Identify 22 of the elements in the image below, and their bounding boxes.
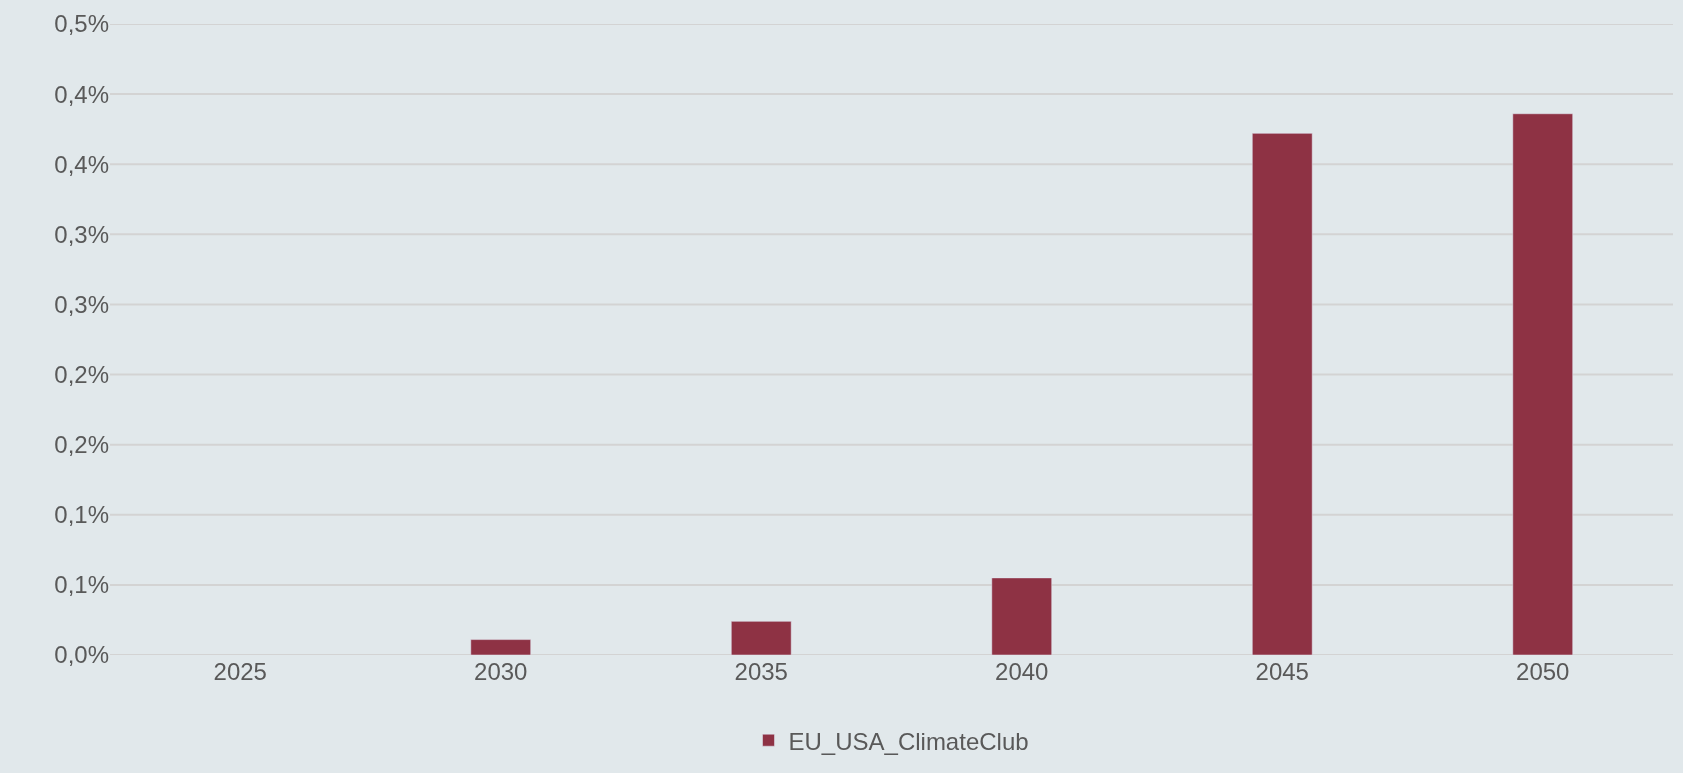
bar	[1512, 113, 1573, 655]
y-tick-label: 0,2%	[54, 431, 109, 459]
y-tick-label: 0,4%	[54, 150, 109, 178]
y-tick-label: 0,2%	[54, 360, 109, 388]
x-tick-label: 2040	[995, 658, 1049, 685]
y-tick-label: 0,3%	[54, 290, 109, 318]
x-tick-label: 2050	[1516, 658, 1570, 685]
y-tick-label: 0,5%	[54, 10, 109, 38]
bar	[1252, 133, 1313, 655]
bar	[991, 577, 1052, 655]
y-tick-label: 0,3%	[54, 220, 109, 248]
x-tick-label: 2045	[1255, 658, 1309, 685]
x-tick-label: 2025	[213, 658, 267, 685]
legend-label: EU_USA_ClimateClub	[788, 727, 1029, 755]
y-tick-label: 0,0%	[54, 641, 109, 669]
bar	[731, 621, 792, 655]
bar	[470, 639, 531, 655]
y-tick-label: 0,1%	[54, 571, 109, 599]
y-tick-label: 0,1%	[54, 501, 109, 529]
x-tick-label: 2035	[734, 658, 788, 685]
x-tick-label: 2030	[474, 658, 528, 685]
y-tick-label: 0,4%	[54, 80, 109, 108]
